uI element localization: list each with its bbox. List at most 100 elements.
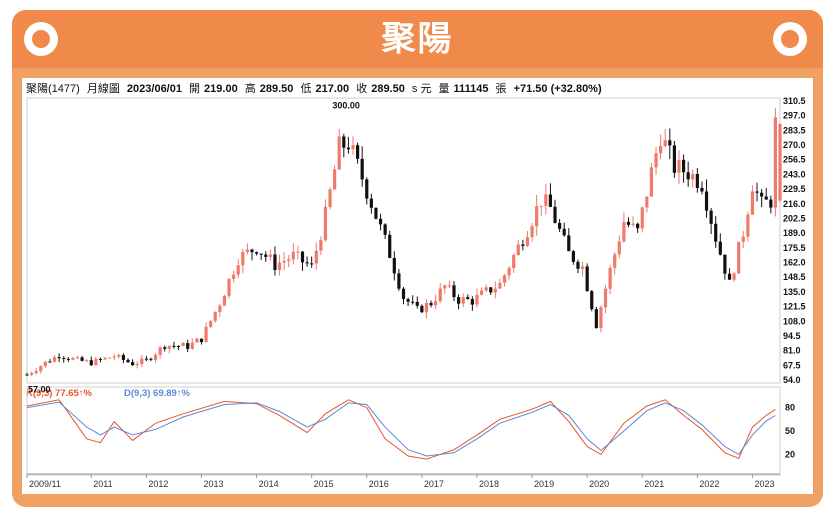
candle-body [236, 265, 240, 275]
candle-body [727, 273, 732, 280]
candle-body [535, 206, 539, 227]
candle-body [626, 221, 631, 225]
y-tick-label: 148.5 [783, 272, 806, 282]
candle-body [585, 266, 589, 292]
price-annotation: 300.00 [332, 100, 360, 110]
volume-unit: 張 [495, 83, 507, 95]
candle-body [52, 357, 57, 362]
candle-body [172, 345, 176, 347]
x-tick-label: 2019 [534, 479, 554, 489]
candle-body [190, 342, 194, 349]
candle-body [209, 320, 213, 327]
candle-body [149, 358, 153, 360]
kd-y-tick-label: 20 [785, 449, 795, 459]
candle-body [539, 205, 543, 207]
candle-body [434, 301, 438, 306]
candle-body [131, 362, 135, 366]
candle-body [204, 326, 208, 343]
x-tick-label: 2011 [93, 479, 112, 489]
circle-icon [773, 22, 807, 56]
y-tick-label: 229.5 [783, 184, 806, 194]
quote-bar: 聚陽(1477) 月線圖 2023/06/01 開 219.00 高 289.50 … [26, 80, 806, 98]
high-value: 289.50 [259, 83, 294, 95]
candle-body [659, 145, 663, 154]
candle-body [369, 198, 373, 208]
candle-body [553, 206, 557, 223]
candle-body [144, 358, 148, 360]
y-tick-label: 243.0 [783, 169, 806, 179]
y-tick-label: 162.0 [783, 258, 806, 268]
candle-body [672, 145, 676, 173]
candle-body [103, 357, 107, 360]
candle-body [691, 173, 695, 180]
candle-body [365, 179, 369, 199]
y-tick-label: 256.5 [783, 155, 806, 165]
y-tick-label: 94.5 [783, 331, 801, 341]
candle-body [493, 288, 497, 293]
candle-body [98, 358, 103, 360]
candle-body [94, 358, 98, 366]
candle-body [383, 224, 387, 235]
y-tick-label: 54.0 [783, 375, 801, 385]
volume-label: 量 [438, 83, 450, 95]
candle-body [558, 222, 562, 229]
x-tick-label: 2012 [148, 479, 168, 489]
candle-body [411, 301, 415, 303]
candle-body [342, 136, 346, 148]
candle-body [296, 251, 300, 253]
x-tick-label: 2021 [644, 479, 664, 489]
candle-body [704, 191, 709, 211]
candle-body [34, 370, 38, 373]
y-tick-label: 189.0 [783, 228, 806, 238]
high-label: 高 [244, 83, 256, 95]
candle-body [351, 145, 355, 150]
candle-body [530, 226, 534, 238]
candle-body [241, 251, 245, 266]
open-value: 219.00 [204, 83, 238, 95]
x-tick-label: 2014 [259, 479, 279, 489]
candle-body [218, 305, 222, 312]
candle-body [199, 338, 204, 343]
candle-body [544, 194, 548, 206]
candle-body [489, 287, 493, 293]
candle-body [360, 158, 364, 180]
candle-body [447, 285, 452, 287]
candle-body [599, 307, 603, 329]
candle-body [89, 360, 93, 366]
quote-date: 2023/06/01 [126, 83, 182, 95]
candle-body [507, 268, 511, 276]
x-tick-label: 2022 [699, 479, 719, 489]
candle-body [700, 187, 704, 192]
d-legend: D(9,3) 69.89↑% [124, 388, 191, 399]
candle-body [85, 360, 89, 362]
candle-body [466, 297, 470, 300]
candle-body [222, 295, 227, 306]
candle-body [158, 347, 162, 355]
candle-body [420, 305, 424, 313]
candle-body [323, 207, 328, 241]
y-tick-label: 216.0 [783, 199, 806, 209]
y-tick-label: 270.0 [783, 140, 806, 150]
close-label: 收 [356, 83, 368, 95]
candle-body [126, 359, 130, 363]
candle-body [723, 254, 727, 274]
candle-body [773, 117, 778, 208]
y-tick-label: 108.0 [783, 316, 806, 326]
y-tick-label: 81.0 [783, 346, 801, 356]
candle-body [778, 123, 782, 201]
x-tick-label: 2009/11 [29, 479, 61, 489]
candle-body [590, 291, 594, 310]
candle-body [571, 251, 575, 262]
candle-body [245, 249, 249, 252]
candle-body [709, 210, 713, 224]
candle-body [677, 159, 681, 173]
candle-body [640, 207, 644, 229]
candle-body [636, 223, 640, 229]
candle-body [443, 285, 447, 289]
candle-body [484, 287, 488, 291]
candle-body [319, 240, 323, 251]
candle-body [769, 199, 773, 208]
candle-body [378, 218, 383, 225]
candle-body [314, 250, 318, 264]
price-unit: s 元 [411, 83, 432, 95]
